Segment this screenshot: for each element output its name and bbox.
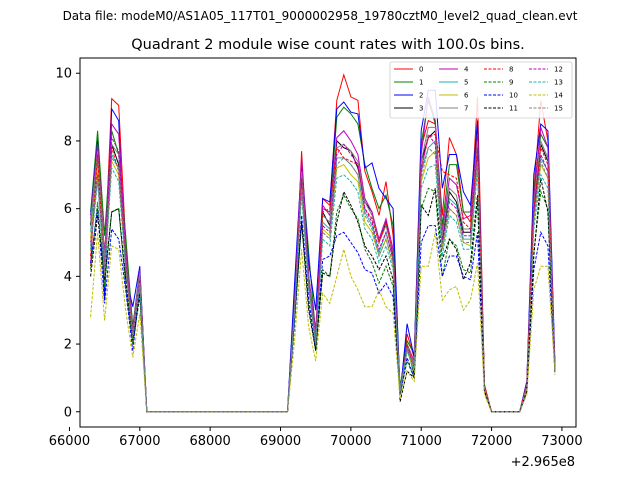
legend-label-0: 0 — [419, 66, 423, 74]
legend-label-4: 4 — [464, 66, 469, 74]
plot-frame — [79, 57, 577, 428]
legend-label-10: 10 — [509, 92, 518, 100]
y-tick-label: 6 — [64, 202, 72, 217]
legend-label-8: 8 — [509, 66, 513, 74]
legend-label-3: 3 — [419, 105, 423, 113]
series-line-14 — [90, 232, 556, 413]
y-tick-label: 10 — [55, 67, 72, 82]
legend-label-9: 9 — [509, 79, 513, 87]
x-tick-label: 66000 — [49, 434, 90, 449]
legend-label-7: 7 — [464, 105, 468, 113]
x-tick-label: 71000 — [401, 434, 442, 449]
legend-box — [389, 61, 573, 119]
legend-label-12: 12 — [554, 66, 563, 74]
series-line-4 — [90, 96, 556, 413]
chart-suptitle: Data file: modeM0/AS1A05_117T01_90000029… — [63, 9, 578, 23]
legend-label-5: 5 — [464, 79, 468, 87]
legend-label-14: 14 — [554, 92, 563, 100]
series-line-12 — [90, 132, 556, 413]
axes-layer: 66000 67000 68000 69000 70000 71000 72000 73000… — [49, 57, 583, 449]
x-tick-label: 73000 — [541, 434, 582, 449]
y-tick-label: 4 — [64, 270, 72, 285]
x-tick-label: 70000 — [330, 434, 371, 449]
legend-label-2: 2 — [419, 92, 423, 100]
chart-title: Quadrant 2 module wise count rates with … — [131, 37, 525, 53]
x-tick-label: 72000 — [471, 434, 512, 449]
x-offset-label: +2.965e8 — [511, 455, 575, 470]
legend-label-13: 13 — [554, 79, 563, 87]
series-line-2 — [90, 89, 556, 413]
legend-label-6: 6 — [464, 92, 469, 100]
series-line-15 — [90, 146, 556, 413]
y-tick-label: 8 — [64, 134, 72, 149]
x-tick-label: 67000 — [119, 434, 160, 449]
legend-label-15: 15 — [554, 105, 563, 113]
series-line-1 — [90, 100, 556, 413]
y-tick-label: 2 — [64, 338, 72, 353]
series-layer — [90, 73, 556, 413]
legend-label-1: 1 — [419, 79, 423, 87]
legend-label-11: 11 — [509, 105, 518, 113]
series-line-6 — [90, 149, 556, 413]
y-tick-label: 0 — [64, 405, 72, 420]
x-tick-label: 69000 — [260, 434, 301, 449]
x-tick-label: 68000 — [189, 434, 230, 449]
series-line-3 — [90, 129, 556, 413]
